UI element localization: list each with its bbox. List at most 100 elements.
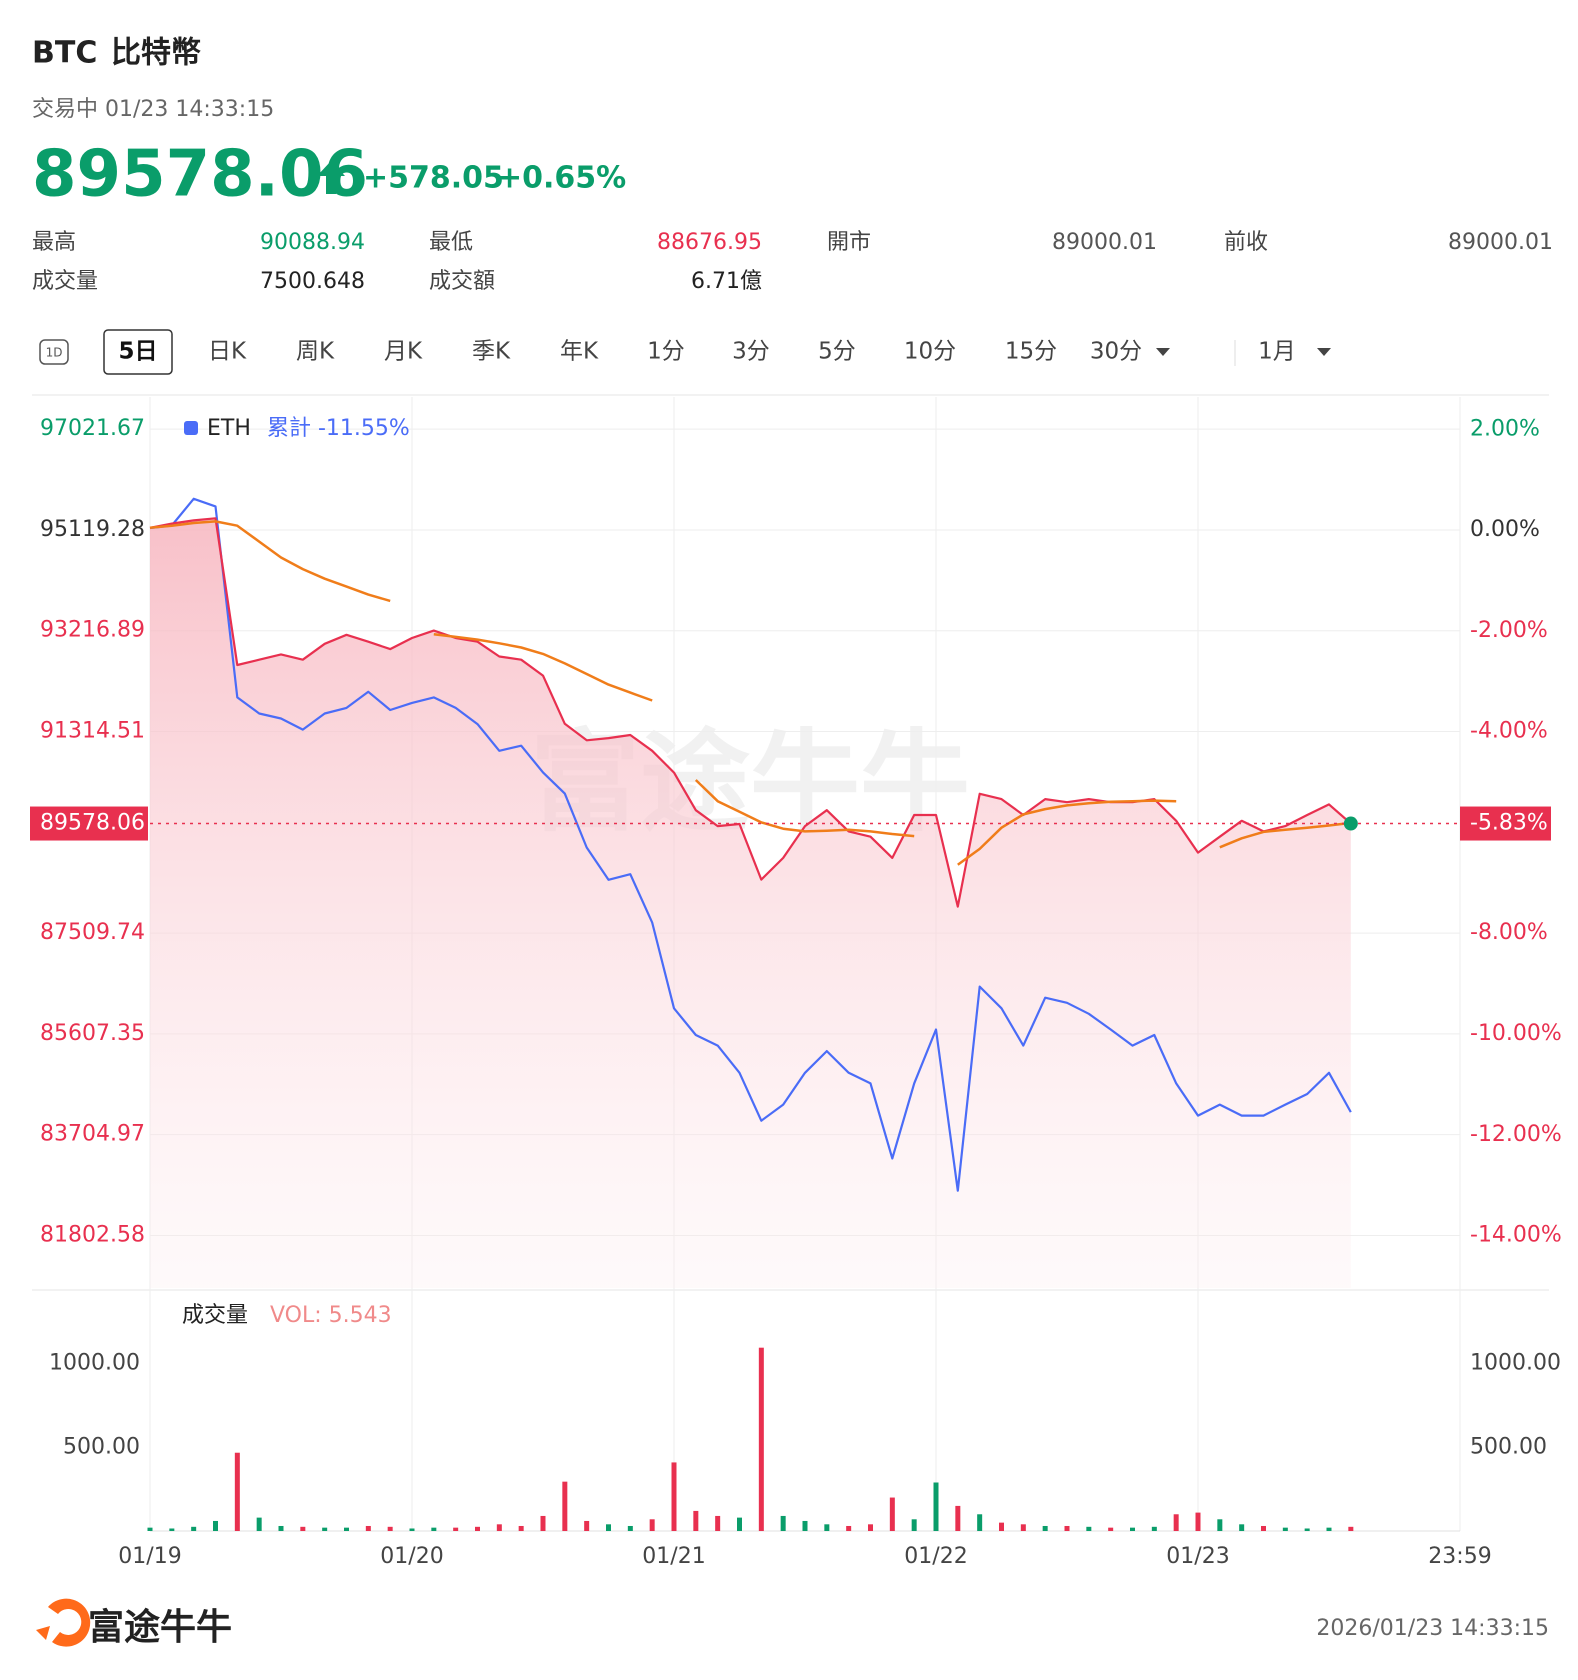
tab[interactable]: 日K bbox=[208, 339, 247, 365]
volume-bar bbox=[453, 1527, 459, 1531]
volume-bar bbox=[1064, 1525, 1070, 1531]
volume-bar bbox=[780, 1515, 786, 1531]
volume-annotation: VOL: 5.543 bbox=[270, 1303, 392, 1328]
line bbox=[149, 497, 1352, 1192]
volume-bar bbox=[868, 1524, 873, 1531]
up-arrow bbox=[317, 161, 345, 194]
x-tick-label: 01/19 bbox=[118, 1544, 181, 1569]
x-tick-label: 01/20 bbox=[380, 1544, 443, 1569]
legend-label: ETH bbox=[207, 416, 251, 441]
tab[interactable]: 年K bbox=[560, 339, 599, 365]
volume-bar bbox=[409, 1528, 415, 1531]
volume-bar bbox=[365, 1525, 371, 1531]
volume-bar bbox=[1108, 1527, 1114, 1531]
volume-tick-label: 1000.00 bbox=[1470, 1351, 1561, 1376]
volume-bar bbox=[234, 1452, 240, 1531]
change: +578.05 bbox=[363, 161, 504, 196]
legend-swatch bbox=[184, 421, 198, 435]
volume-bar bbox=[300, 1526, 306, 1531]
legend-note: 累計 -11.55% bbox=[267, 416, 410, 441]
x-tick-label: 23:59 bbox=[1428, 1544, 1491, 1569]
x-tick-label: 01/22 bbox=[904, 1544, 967, 1569]
stat-label: 開市 bbox=[827, 230, 871, 255]
volume-tick-label: 1000.00 bbox=[49, 1351, 140, 1376]
stat-value: 7500.648 bbox=[260, 269, 365, 294]
stat-value: 89000.01 bbox=[1448, 230, 1553, 255]
tab-selected-frame bbox=[103, 329, 173, 375]
volume-bar bbox=[1304, 1528, 1310, 1531]
y-tick-label: 91314.51 bbox=[40, 719, 145, 744]
volume-bar bbox=[1282, 1527, 1288, 1531]
dropdown-arrow[interactable] bbox=[1156, 348, 1170, 356]
volume-bar bbox=[256, 1517, 262, 1531]
tab[interactable]: 10分 bbox=[904, 339, 956, 365]
stat-label: 最高 bbox=[32, 230, 76, 255]
line bbox=[149, 520, 1351, 866]
tab[interactable]: 季K bbox=[472, 339, 511, 365]
last-price-box bbox=[30, 806, 148, 841]
tab[interactable]: 1分 bbox=[647, 339, 685, 365]
y2-tick-label: -2.00% bbox=[1470, 618, 1548, 643]
dropdown-arrow[interactable] bbox=[1317, 348, 1331, 356]
change-pct: +0.65% bbox=[497, 161, 626, 196]
y-tick-label: 83704.97 bbox=[40, 1122, 145, 1147]
volume-bar bbox=[1042, 1525, 1048, 1531]
y2-tick-label: -4.00% bbox=[1470, 719, 1548, 744]
y-tick-label: 85607.35 bbox=[40, 1021, 145, 1046]
volume-bar bbox=[147, 1527, 153, 1531]
volume-bar bbox=[387, 1526, 393, 1531]
volume-bar bbox=[1151, 1526, 1157, 1531]
volume-title: 成交量 bbox=[182, 1303, 248, 1328]
last-change-box bbox=[1460, 806, 1551, 841]
y-tick-label: 81802.58 bbox=[40, 1222, 145, 1247]
tab[interactable]: 15分 bbox=[1005, 339, 1057, 365]
y-tick-label: 87509.74 bbox=[40, 920, 145, 945]
volume-bar bbox=[889, 1497, 895, 1531]
logo bbox=[36, 1598, 91, 1647]
stat-label: 最低 bbox=[429, 230, 473, 255]
y-tick-label: 95119.28 bbox=[40, 517, 145, 542]
volume-tick-label: 500.00 bbox=[63, 1434, 140, 1459]
volume-bar bbox=[824, 1524, 830, 1531]
volume-bar bbox=[431, 1527, 437, 1531]
tab[interactable]: 月K bbox=[384, 339, 423, 365]
volume-bar bbox=[191, 1526, 197, 1531]
volume-bar bbox=[933, 1482, 939, 1531]
timestamp: 2026/01/23 14:33:15 bbox=[1316, 1616, 1549, 1641]
volume-bar bbox=[977, 1514, 983, 1531]
volume-bar bbox=[1239, 1524, 1245, 1531]
area bbox=[150, 518, 1351, 1288]
volume-bar bbox=[540, 1515, 546, 1531]
tab[interactable]: 周K bbox=[296, 339, 335, 365]
last-change-label: -5.83% bbox=[1470, 811, 1548, 836]
volume-bar bbox=[802, 1520, 808, 1531]
volume-bar bbox=[278, 1525, 284, 1531]
stat-label: 前收 bbox=[1224, 230, 1268, 255]
y2-tick-label: -10.00% bbox=[1470, 1021, 1562, 1046]
volume-bar bbox=[1130, 1527, 1135, 1531]
tab[interactable]: 30分 bbox=[1090, 339, 1142, 365]
stat-value: 6.71億 bbox=[691, 269, 762, 294]
price: 89578.06 bbox=[32, 138, 368, 212]
symbol-name: 比特幣 bbox=[111, 36, 201, 71]
tab[interactable]: 1月 bbox=[1258, 339, 1296, 365]
volume-bar bbox=[911, 1519, 917, 1531]
brand: 富途牛牛 bbox=[88, 1606, 232, 1648]
volume-bar bbox=[846, 1525, 852, 1531]
volume-bar bbox=[1326, 1527, 1332, 1531]
volume-bar bbox=[344, 1527, 349, 1531]
volume-bar bbox=[1173, 1514, 1179, 1531]
tab[interactable]: 5日 bbox=[118, 339, 157, 365]
volume-bar bbox=[1020, 1524, 1026, 1531]
volume-bar bbox=[955, 1505, 961, 1531]
volume-bar bbox=[518, 1525, 524, 1531]
volume-bar bbox=[693, 1510, 699, 1531]
y-tick-label: 93216.89 bbox=[40, 618, 145, 643]
tab[interactable]: 3分 bbox=[732, 339, 770, 365]
tab-icon[interactable]: 1D bbox=[46, 346, 63, 360]
y-tick-label: 97021.67 bbox=[40, 416, 145, 441]
volume-bar bbox=[584, 1520, 590, 1531]
tab[interactable]: 5分 bbox=[818, 339, 856, 365]
volume-tick-label: 500.00 bbox=[1470, 1434, 1547, 1459]
